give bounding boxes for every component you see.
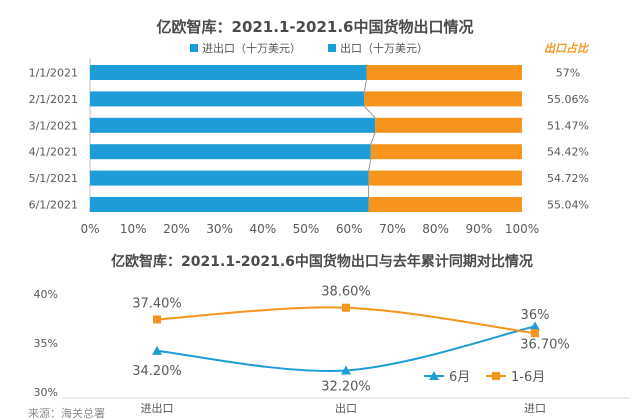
- line-point-square: [342, 303, 350, 312]
- legend-marker-triangle-icon: [429, 371, 439, 380]
- bar-legend: 进出口（十万美元） 出口（十万美元）: [190, 41, 428, 55]
- bar-segment-series-1: [90, 197, 369, 212]
- line-point-triangle: [341, 365, 351, 375]
- bar-segment-series-1: [90, 144, 371, 160]
- legend-swatch-blue: [190, 44, 198, 52]
- legend-marker-square-icon: [492, 372, 500, 380]
- bar-segment-series-1: [90, 170, 369, 186]
- line-legend: 6月 1-6月: [424, 370, 545, 385]
- line-point-square: [531, 329, 539, 338]
- bar-marks: [89, 58, 522, 212]
- legend-label-6m: 6月: [449, 370, 470, 385]
- bar-segment-series-2: [364, 91, 522, 107]
- legend-label-1-6m: 1-6月: [511, 370, 545, 385]
- x-tick-label: 90%: [465, 222, 492, 236]
- line-category-label: 出口: [335, 401, 357, 415]
- line-data-label: 38.60%: [321, 285, 371, 300]
- line-data-label: 34.20%: [132, 364, 182, 379]
- bar-category-label: 6/1/2021: [29, 199, 78, 212]
- line-data-label: 32.20%: [321, 379, 371, 394]
- line-chart-title: 亿欧智库：2021.1-2021.6中国货物出口与去年累计同期对比情况: [111, 253, 533, 270]
- bar-connector-line: [370, 132, 376, 145]
- line-data-label: 36.70%: [520, 337, 570, 352]
- share-label: 57%: [556, 67, 580, 80]
- line-series: [152, 303, 540, 375]
- bar-connector-line: [364, 106, 376, 119]
- line-data-label: 36%: [521, 308, 550, 323]
- line-category-label: 进出口: [141, 401, 174, 415]
- share-label: 55.04%: [547, 199, 589, 212]
- bar-category-label: 3/1/2021: [29, 119, 78, 132]
- share-label: 55.06%: [547, 93, 589, 106]
- legend-label-series-2: 出口（十万美元）: [340, 41, 428, 55]
- share-labels: 57% 55.06% 51.47% 54.42% 54.72% 55.04%: [547, 67, 589, 212]
- bar-segment-series-2: [366, 65, 522, 80]
- legend-swatch-orange: [328, 44, 336, 52]
- line-point-triangle: [530, 321, 540, 331]
- x-tick-label: 20%: [163, 222, 190, 236]
- bar-category-label: 5/1/2021: [29, 172, 78, 185]
- line-point-triangle: [152, 345, 162, 355]
- x-tick-label: 80%: [422, 222, 449, 236]
- share-label: 54.42%: [547, 146, 589, 159]
- bar-segment-series-1: [90, 117, 376, 133]
- x-tick-label: 40%: [249, 222, 276, 236]
- x-tick-label: 50%: [293, 222, 320, 236]
- bar-connector-line: [368, 159, 372, 171]
- x-tick-label: 30%: [206, 222, 233, 236]
- bar-segment-series-1: [90, 91, 365, 107]
- x-tick-label: 0%: [80, 222, 99, 236]
- y-tick-label: 40%: [34, 288, 58, 301]
- bar-category-labels: 1/1/2021 2/1/2021 3/1/2021 4/1/2021 5/1/2021…: [29, 67, 78, 212]
- bar-segment-series-1: [90, 65, 367, 80]
- bar-chart-title: 亿欧智库：2021.1-2021.6中国货物出口情况: [157, 18, 474, 36]
- bar-category-label: 4/1/2021: [29, 146, 78, 159]
- x-tick-label: 10%: [120, 222, 147, 236]
- bar-category-label: 2/1/2021: [29, 93, 78, 106]
- source-note: 来源：海关总署: [28, 406, 105, 420]
- bar-segment-series-2: [370, 144, 522, 160]
- line-series-6m: [156, 325, 536, 372]
- legend-label-series-1: 进出口（十万美元）: [202, 41, 301, 55]
- line-data-label: 37.40%: [132, 296, 182, 311]
- line-category-label: 进口: [524, 402, 546, 415]
- x-tick-label: 70%: [379, 222, 406, 236]
- y-tick-label: 35%: [34, 337, 58, 350]
- share-label: 51.47%: [547, 119, 589, 132]
- x-tick-label: 60%: [336, 222, 363, 236]
- share-label: 54.72%: [547, 172, 589, 185]
- bar-segment-series-2: [368, 197, 522, 212]
- line-axes: 30% 35% 40% 进出口 出口 进口: [34, 288, 630, 415]
- share-header: 出口占比: [544, 42, 590, 55]
- bar-category-label: 1/1/2021: [29, 67, 78, 80]
- y-tick-label: 30%: [34, 386, 58, 399]
- bar-segment-series-2: [375, 117, 522, 133]
- bar-segment-series-2: [368, 170, 522, 186]
- x-tick-label: 100%: [505, 222, 539, 236]
- bar-connector-line: [363, 79, 367, 92]
- line-point-square: [153, 315, 161, 324]
- x-tick-labels: 0% 10% 20% 30% 40% 50% 60% 70% 80% 90% 100%: [80, 222, 539, 236]
- line-data-labels: 34.20% 32.20% 36.70% 37.40% 38.60% 36%: [132, 285, 570, 395]
